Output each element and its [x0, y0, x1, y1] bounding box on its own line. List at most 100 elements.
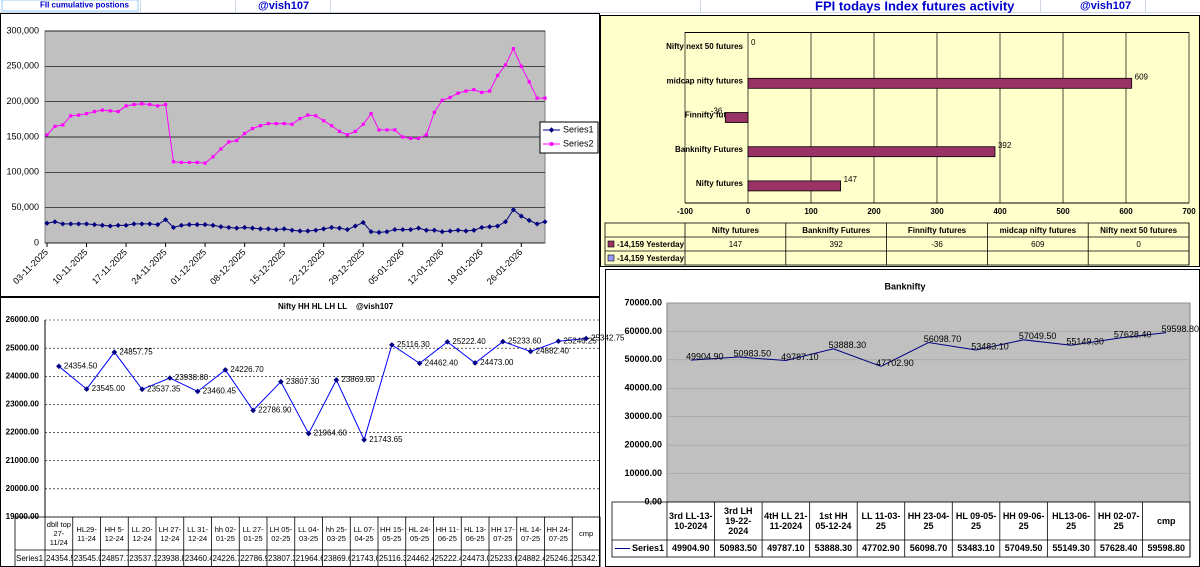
header-title: FPI todays Index futures activity [815, 0, 1015, 13]
data-point [274, 121, 278, 126]
x-tick-label: 100 [804, 207, 818, 216]
x-tick-label: 500 [1056, 207, 1070, 216]
table-header: LL 20-12-24 [131, 524, 153, 543]
data-label: 24462.40 [425, 358, 459, 367]
data-point [328, 224, 335, 231]
data-point [61, 123, 65, 127]
data-point [156, 104, 160, 108]
data-label: 55149.30 [1066, 337, 1104, 347]
data-point [519, 64, 523, 68]
data-point [503, 63, 508, 67]
table-value: 49787.10 [767, 543, 805, 553]
table-header: Banknifty Futures [802, 225, 871, 235]
table-header: LL 07-04-25 [353, 524, 375, 543]
data-point [369, 112, 373, 116]
table-value: 23460.45 [184, 554, 212, 563]
data-point [83, 221, 90, 227]
data-point [353, 129, 357, 133]
data-label: 49904.90 [686, 352, 724, 362]
data-point [100, 108, 104, 112]
table-value: 55149.30 [1052, 543, 1090, 553]
data-label: 24857.75 [119, 347, 153, 356]
data-point [107, 223, 113, 229]
data-point [345, 133, 349, 137]
data-point [234, 225, 240, 231]
legend-label: Series1 [563, 124, 594, 134]
data-label: 25116.30 [397, 340, 430, 349]
data-label: 24354.50 [64, 361, 98, 370]
data-label: 24882.40 [536, 347, 570, 356]
table-value: 25246.25 [545, 554, 573, 563]
data-point [361, 122, 365, 126]
table-header: HH 5-12-24 [104, 524, 125, 543]
data-label: 50983.50 [734, 348, 772, 358]
legend-label: Series2 [563, 138, 594, 148]
x-tick-label: 700 [1182, 207, 1196, 216]
data-point [227, 140, 231, 144]
y-tick-label: 24000.00 [6, 371, 40, 380]
data-point [393, 128, 397, 132]
data-point [211, 155, 215, 159]
series-line [58, 337, 587, 442]
data-point [45, 133, 49, 137]
data-point [511, 47, 515, 51]
x-tick-label: 200 [867, 207, 881, 216]
table-header: 3rd LL-13-10-2024 [669, 511, 713, 531]
table-value: 59598.80 [1147, 543, 1185, 553]
data-point [116, 109, 120, 114]
data-point [361, 436, 367, 443]
data-point [392, 226, 398, 233]
category-label: Nifty futures [696, 179, 744, 188]
table-header: HH 24-07-25 [546, 524, 571, 543]
y-tick-label: 26000.00 [6, 315, 40, 324]
data-point [384, 229, 390, 235]
data-point [336, 225, 343, 231]
data-point [472, 360, 478, 366]
data-point [480, 90, 484, 95]
y-tick-label: 250,000 [6, 61, 39, 71]
table-header: LH 27-12-24 [158, 524, 182, 543]
table-value: 23537.35 [129, 554, 156, 563]
y-tick-label: 300,000 [6, 25, 39, 35]
data-point [432, 110, 436, 114]
data-point [60, 221, 66, 227]
data-point [278, 378, 284, 385]
table-header: HH 02-07-25 [1097, 511, 1140, 531]
table-header: LL 04-03-25 [298, 524, 320, 543]
table-header: LH 05-02-25 [269, 524, 293, 543]
table-header: dbll top 27-11/24 [46, 520, 71, 547]
data-point [68, 221, 74, 227]
data-point [250, 407, 256, 414]
data-point [186, 222, 192, 228]
data-point [337, 129, 342, 133]
chart-title: Banknifty [884, 281, 925, 291]
table-value: 23869.60 [323, 554, 351, 563]
table-value: 0 [1136, 239, 1141, 249]
y-tick-label: 25000.00 [6, 343, 40, 352]
data-label: 23807.30 [286, 377, 320, 386]
legend-label: Series1 [16, 554, 44, 563]
data-point [502, 219, 509, 225]
data-point [76, 221, 82, 227]
sheet-grid [0, 0, 1200, 13]
data-point [527, 348, 534, 355]
legend [539, 121, 599, 154]
table-value: 25233.60 [490, 554, 517, 563]
data-point [194, 388, 201, 395]
table-header: HL13-06-25 [1052, 511, 1091, 531]
data-point [290, 122, 294, 126]
data-label: 23938.80 [175, 373, 209, 382]
data-point [329, 124, 334, 128]
data-label: 59598.80 [1161, 324, 1199, 334]
data-point [53, 124, 57, 128]
table-header: hh 25-03-25 [325, 524, 348, 543]
data-label: 23460.45 [203, 387, 237, 396]
data-point [131, 221, 137, 227]
data-label: 25246.25 [563, 336, 597, 345]
table-value: 47702.90 [862, 543, 900, 553]
data-point [257, 226, 264, 232]
data-point [535, 96, 539, 100]
data-point [376, 229, 382, 235]
data-point [494, 223, 501, 229]
